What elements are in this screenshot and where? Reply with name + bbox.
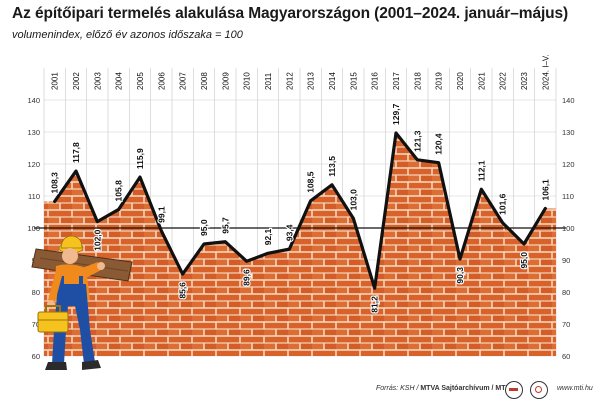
data-label: 106,1 bbox=[540, 179, 550, 201]
x-tick-label: 2006 bbox=[157, 72, 166, 90]
plot-area bbox=[44, 132, 556, 356]
x-tick-label: 2020 bbox=[456, 72, 465, 90]
x-tick-label: 2014 bbox=[328, 72, 337, 90]
y-tick-label-right: 140 bbox=[562, 96, 575, 105]
data-label: 129,7 bbox=[391, 103, 401, 125]
x-tick-label: 2003 bbox=[93, 72, 102, 90]
data-label: 85,6 bbox=[178, 282, 188, 299]
chart-title: Az építőipari termelés alakulása Magyaro… bbox=[12, 5, 569, 22]
y-tick-label-right: 70 bbox=[562, 320, 570, 329]
data-label: 108,3 bbox=[50, 172, 60, 194]
x-tick-label: 2017 bbox=[392, 72, 401, 90]
y-tick-label-left: 120 bbox=[27, 160, 40, 169]
x-tick-label: 2002 bbox=[72, 72, 81, 90]
chart-subtitle: volumenindex, előző év azonos időszaka =… bbox=[12, 29, 243, 41]
data-label: 81,2 bbox=[370, 296, 380, 313]
y-tick-label-left: 60 bbox=[32, 352, 40, 361]
x-tick-label: 2010 bbox=[243, 72, 252, 90]
y-tick-label-left: 70 bbox=[32, 320, 40, 329]
x-tick-label: 2013 bbox=[307, 72, 316, 90]
data-label: 112,1 bbox=[476, 160, 486, 181]
x-tick-label: 2001 bbox=[51, 72, 60, 90]
data-label: 90,3 bbox=[455, 267, 465, 284]
data-label: 113,5 bbox=[327, 156, 337, 177]
data-label: 105,8 bbox=[114, 180, 124, 202]
y-tick-label-left: 140 bbox=[27, 96, 40, 105]
y-tick-label-right: 110 bbox=[562, 192, 574, 201]
brick-wall-area bbox=[44, 132, 556, 356]
data-label: 117,8 bbox=[71, 142, 81, 163]
mti-logo-icon bbox=[530, 381, 548, 399]
x-tick-label: 2015 bbox=[349, 72, 358, 90]
construction-worker-icon bbox=[31, 235, 133, 370]
data-label: 89,6 bbox=[242, 269, 252, 286]
y-tick-label-left: 100 bbox=[27, 224, 40, 233]
data-label: 103,0 bbox=[348, 189, 358, 211]
y-tick-label-right: 130 bbox=[562, 128, 575, 137]
chart: 2001 2002 2003 2004 2005 2006 2007 2008 2009 2010… bbox=[27, 54, 575, 370]
data-label: 121,3 bbox=[412, 130, 422, 152]
y-tick-label-right: 100 bbox=[562, 224, 575, 233]
x-tick-label: 2007 bbox=[179, 72, 188, 90]
y-tick-label-right: 120 bbox=[562, 160, 575, 169]
x-tick-label: 2021 bbox=[477, 72, 486, 90]
data-label: 95,0 bbox=[199, 219, 209, 236]
x-tick-label: 2004 bbox=[115, 72, 124, 90]
x-tick-label: 2005 bbox=[136, 72, 145, 90]
x-tick-label: 2019 bbox=[435, 72, 444, 90]
y-tick-label-right: 80 bbox=[562, 288, 570, 297]
data-label: 95,7 bbox=[220, 217, 230, 234]
x-tick-label: 2012 bbox=[285, 72, 294, 90]
data-label: 93,4 bbox=[284, 224, 294, 241]
x-tick-label: 2022 bbox=[499, 72, 508, 90]
y-tick-labels-right: 60 70 80 90 100 110 120 130 140 bbox=[562, 96, 575, 361]
website-link[interactable]: www.mti.hu bbox=[557, 385, 593, 392]
x-tick-label: 2009 bbox=[221, 72, 230, 90]
y-tick-label-right: 60 bbox=[562, 352, 570, 361]
data-label: 102,0 bbox=[92, 229, 102, 251]
x-tick-labels: 2001 2002 2003 2004 2005 2006 2007 2008 2009 2010… bbox=[51, 54, 551, 90]
data-labels: 108,3 117,8 102,0 105,8 115,9 99,1 85,6 95,0 95,… bbox=[49, 102, 552, 313]
y-tick-label-left: 130 bbox=[27, 128, 40, 137]
x-tick-label: 2008 bbox=[200, 72, 209, 90]
data-label: 115,9 bbox=[135, 148, 145, 169]
data-label: 120,4 bbox=[434, 133, 444, 155]
y-tick-label-left: 80 bbox=[32, 288, 40, 297]
y-tick-label-left: 110 bbox=[28, 192, 40, 201]
footer: Forrás: KSH / MTVA Sajtóarchívum / MTI w… bbox=[0, 376, 600, 403]
series-line bbox=[53, 131, 547, 290]
x-tick-label: 2016 bbox=[371, 72, 380, 90]
data-label: 95,0 bbox=[519, 252, 529, 269]
x-tick-label: 2011 bbox=[264, 72, 273, 90]
data-label: 92,1 bbox=[263, 228, 273, 245]
mtva-logo-icon bbox=[505, 381, 523, 399]
data-label: 101,6 bbox=[498, 193, 508, 215]
source-text: Forrás: KSH / MTVA Sajtóarchívum / MTI bbox=[376, 385, 508, 392]
x-tick-label: 2023 bbox=[520, 72, 529, 90]
data-label: 108,5 bbox=[306, 171, 316, 193]
y-tick-label-right: 90 bbox=[562, 256, 570, 265]
data-label: 99,1 bbox=[156, 206, 166, 223]
x-tick-label: 2024. I–V. bbox=[541, 54, 550, 90]
x-tick-label: 2018 bbox=[413, 72, 422, 90]
